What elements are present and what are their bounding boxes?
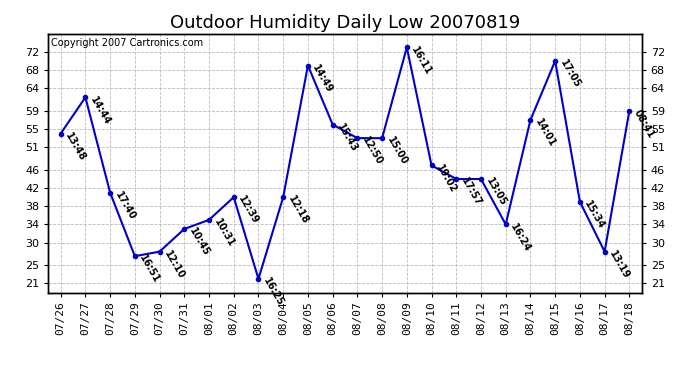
Text: 10:31: 10:31: [212, 217, 236, 249]
Text: 16:24: 16:24: [509, 222, 533, 254]
Text: 12:10: 12:10: [162, 249, 186, 281]
Text: 15:43: 15:43: [335, 122, 359, 154]
Text: 17:57: 17:57: [459, 176, 483, 208]
Text: 10:45: 10:45: [187, 226, 211, 258]
Text: 12:50: 12:50: [360, 135, 384, 167]
Text: 16:25: 16:25: [262, 276, 286, 308]
Text: 19:02: 19:02: [434, 163, 458, 195]
Text: 13:48: 13:48: [63, 131, 88, 163]
Text: 08:41: 08:41: [632, 108, 656, 140]
Text: 14:01: 14:01: [533, 117, 558, 149]
Text: 13:19: 13:19: [607, 249, 631, 281]
Title: Outdoor Humidity Daily Low 20070819: Outdoor Humidity Daily Low 20070819: [170, 14, 520, 32]
Text: 16:51: 16:51: [137, 254, 161, 285]
Text: 17:40: 17:40: [113, 190, 137, 222]
Text: 14:49: 14:49: [310, 63, 335, 94]
Text: 15:34: 15:34: [582, 199, 607, 231]
Text: 16:11: 16:11: [410, 45, 434, 76]
Text: 12:18: 12:18: [286, 194, 310, 226]
Text: 17:05: 17:05: [558, 58, 582, 90]
Text: 13:05: 13:05: [484, 176, 508, 208]
Text: 14:44: 14:44: [88, 94, 112, 126]
Text: 15:00: 15:00: [385, 135, 409, 167]
Text: Copyright 2007 Cartronics.com: Copyright 2007 Cartronics.com: [51, 38, 204, 48]
Text: 12:39: 12:39: [237, 194, 261, 226]
